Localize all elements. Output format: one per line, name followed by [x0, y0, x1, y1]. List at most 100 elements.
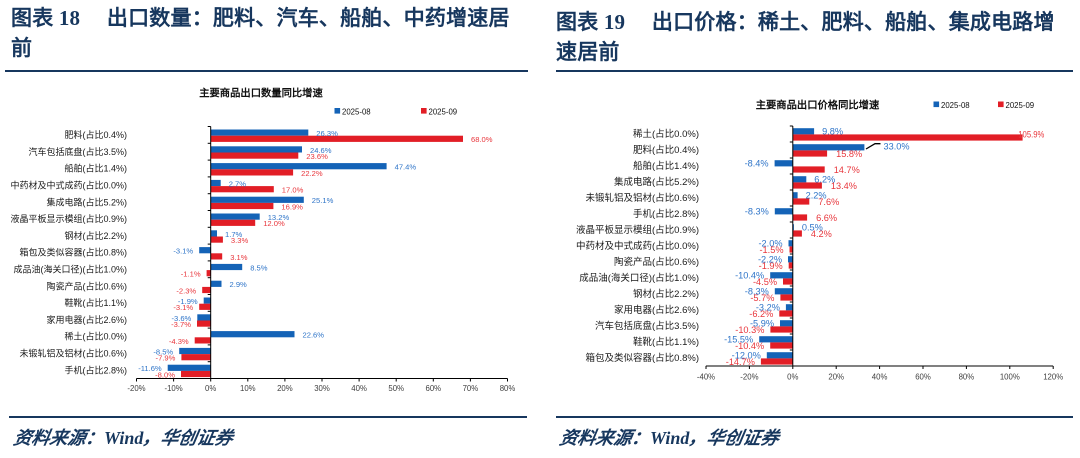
- svg-text:-6.2%: -6.2%: [749, 309, 773, 319]
- svg-text:-4.5%: -4.5%: [753, 277, 777, 287]
- svg-text:70%: 70%: [463, 384, 479, 393]
- svg-text:-2.0%: -2.0%: [758, 239, 782, 249]
- svg-text:-10.4%: -10.4%: [735, 341, 764, 351]
- svg-text:箱包及类似容器(占比0.8%): 箱包及类似容器(占比0.8%): [586, 352, 699, 364]
- svg-text:-8.5%: -8.5%: [153, 347, 173, 356]
- svg-text:8.5%: 8.5%: [250, 263, 268, 272]
- svg-text:液晶平板显示模组(占比0.9%): 液晶平板显示模组(占比0.9%): [576, 224, 699, 236]
- svg-text:13.2%: 13.2%: [268, 213, 290, 222]
- svg-text:-1.9%: -1.9%: [759, 261, 783, 271]
- svg-text:60%: 60%: [915, 373, 931, 382]
- svg-text:3.1%: 3.1%: [230, 253, 248, 262]
- svg-text:未锻轧铝及铝材(占比0.6%): 未锻轧铝及铝材(占比0.6%): [586, 192, 699, 204]
- svg-text:船舶(占比1.4%): 船舶(占比1.4%): [64, 163, 127, 174]
- svg-text:-3.2%: -3.2%: [756, 303, 780, 313]
- svg-text:0%: 0%: [205, 384, 216, 393]
- svg-text:中药材及中式成药(占比0.0%): 中药材及中式成药(占比0.0%): [10, 180, 127, 191]
- svg-text:40%: 40%: [351, 384, 367, 393]
- svg-text:-3.1%: -3.1%: [173, 247, 193, 256]
- svg-text:-10.4%: -10.4%: [735, 271, 764, 281]
- svg-text:-1.5%: -1.5%: [759, 245, 783, 255]
- svg-text:箱包及类似容器(占比0.8%): 箱包及类似容器(占比0.8%): [19, 247, 127, 258]
- svg-text:13.4%: 13.4%: [831, 181, 857, 191]
- svg-text:中药材及中式成药(占比0.0%): 中药材及中式成药(占比0.0%): [576, 240, 699, 252]
- svg-text:-5.7%: -5.7%: [750, 293, 774, 303]
- svg-text:稀土(占比0.0%): 稀土(占比0.0%): [633, 128, 699, 140]
- svg-text:80%: 80%: [959, 373, 975, 382]
- svg-text:陶瓷产品(占比0.6%): 陶瓷产品(占比0.6%): [46, 280, 127, 291]
- svg-text:集成电路(占比5.2%): 集成电路(占比5.2%): [614, 176, 699, 188]
- svg-text:家用电器(占比2.6%): 家用电器(占比2.6%): [46, 314, 127, 325]
- svg-text:船舶(占比1.4%): 船舶(占比1.4%): [633, 160, 699, 172]
- svg-text:-40%: -40%: [697, 373, 715, 382]
- svg-text:2025-09: 2025-09: [429, 108, 458, 117]
- svg-text:20%: 20%: [828, 373, 844, 382]
- svg-text:30%: 30%: [314, 384, 330, 393]
- svg-text:-8.3%: -8.3%: [745, 287, 769, 297]
- svg-text:-11.6%: -11.6%: [138, 364, 162, 373]
- svg-text:家用电器(占比2.6%): 家用电器(占比2.6%): [614, 304, 699, 316]
- svg-text:-8.3%: -8.3%: [745, 207, 769, 217]
- svg-text:手机(占比2.8%): 手机(占比2.8%): [64, 364, 127, 375]
- svg-text:6.6%: 6.6%: [816, 213, 837, 223]
- svg-text:钢材(占比2.2%): 钢材(占比2.2%): [64, 230, 127, 241]
- svg-text:40%: 40%: [872, 373, 888, 382]
- svg-text:2.9%: 2.9%: [230, 280, 248, 289]
- svg-text:105.9%: 105.9%: [1018, 130, 1044, 140]
- svg-text:7.6%: 7.6%: [818, 197, 839, 207]
- svg-text:-20%: -20%: [127, 384, 145, 393]
- svg-text:-7.9%: -7.9%: [156, 354, 176, 363]
- svg-text:-10.3%: -10.3%: [735, 325, 764, 335]
- svg-text:20%: 20%: [277, 384, 293, 393]
- svg-text:3.3%: 3.3%: [231, 236, 249, 245]
- svg-text:-3.7%: -3.7%: [171, 320, 191, 329]
- svg-text:22.2%: 22.2%: [301, 169, 323, 178]
- svg-text:-5.9%: -5.9%: [750, 319, 774, 329]
- svg-text:120%: 120%: [1043, 373, 1063, 382]
- svg-text:2025-08: 2025-08: [941, 101, 970, 110]
- svg-text:1.7%: 1.7%: [225, 230, 243, 239]
- svg-text:-1.9%: -1.9%: [178, 297, 198, 306]
- svg-text:-8.0%: -8.0%: [155, 370, 175, 379]
- svg-text:-4.3%: -4.3%: [169, 337, 189, 346]
- svg-text:10%: 10%: [240, 384, 256, 393]
- svg-text:24.6%: 24.6%: [310, 146, 332, 155]
- svg-text:9.8%: 9.8%: [822, 127, 843, 137]
- svg-text:0.5%: 0.5%: [802, 223, 823, 233]
- svg-text:集成电路(占比5.2%): 集成电路(占比5.2%): [46, 196, 127, 207]
- svg-text:68.0%: 68.0%: [471, 135, 493, 144]
- svg-text:-1.1%: -1.1%: [181, 270, 201, 279]
- svg-text:-10%: -10%: [164, 384, 182, 393]
- svg-text:-14.7%: -14.7%: [726, 357, 755, 367]
- svg-text:鞋靴(占比1.1%): 鞋靴(占比1.1%): [64, 297, 127, 308]
- svg-text:汽车包括底盘(占比3.5%): 汽车包括底盘(占比3.5%): [28, 146, 127, 157]
- svg-text:钢材(占比2.2%): 钢材(占比2.2%): [633, 288, 699, 300]
- svg-text:未锻轧铝及铝材(占比0.6%): 未锻轧铝及铝材(占比0.6%): [19, 348, 127, 359]
- svg-text:100%: 100%: [1000, 373, 1020, 382]
- svg-text:23.6%: 23.6%: [306, 152, 328, 161]
- svg-text:-2.2%: -2.2%: [758, 255, 782, 265]
- svg-text:60%: 60%: [425, 384, 441, 393]
- svg-text:成品油(海关口径)(占比1.0%): 成品油(海关口径)(占比1.0%): [13, 264, 127, 275]
- svg-text:47.4%: 47.4%: [395, 163, 417, 172]
- svg-text:2.7%: 2.7%: [229, 179, 247, 188]
- svg-text:手机(占比2.8%): 手机(占比2.8%): [633, 208, 699, 220]
- svg-text:15.8%: 15.8%: [836, 149, 862, 159]
- svg-text:鞋靴(占比1.1%): 鞋靴(占比1.1%): [633, 336, 699, 348]
- svg-text:肥料(占比0.4%): 肥料(占比0.4%): [64, 129, 127, 140]
- svg-text:16.9%: 16.9%: [281, 202, 303, 211]
- svg-text:主要商品出口价格同比增速: 主要商品出口价格同比增速: [756, 99, 880, 112]
- svg-text:0%: 0%: [787, 373, 798, 382]
- svg-text:14.7%: 14.7%: [834, 165, 860, 175]
- svg-text:26.3%: 26.3%: [316, 129, 338, 138]
- svg-text:稀土(占比0.0%): 稀土(占比0.0%): [64, 331, 127, 342]
- svg-text:6.2%: 6.2%: [814, 175, 835, 185]
- svg-text:-15.5%: -15.5%: [724, 335, 753, 345]
- svg-text:-3.6%: -3.6%: [171, 314, 191, 323]
- svg-text:汽车包括底盘(占比3.5%): 汽车包括底盘(占比3.5%): [595, 320, 699, 332]
- svg-text:80%: 80%: [500, 384, 516, 393]
- svg-text:17.0%: 17.0%: [282, 186, 304, 195]
- svg-text:液晶平板显示模组(占比0.9%): 液晶平板显示模组(占比0.9%): [10, 213, 127, 224]
- svg-text:成品油(海关口径)(占比1.0%): 成品油(海关口径)(占比1.0%): [579, 272, 699, 284]
- svg-text:4.2%: 4.2%: [811, 229, 832, 239]
